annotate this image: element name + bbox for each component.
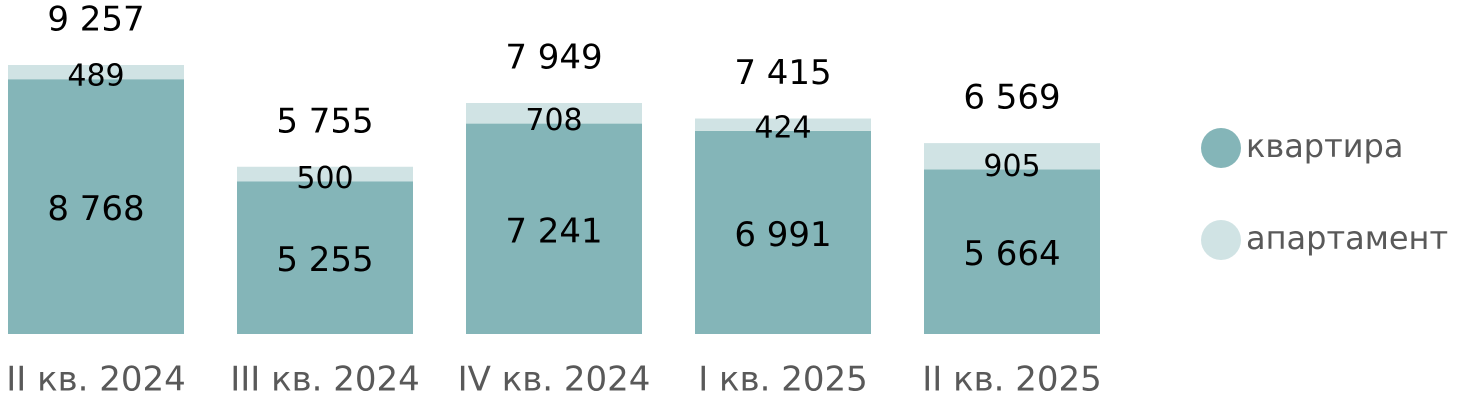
bar-segment <box>8 79 184 334</box>
total-label: 6 569 <box>963 78 1060 118</box>
bar-segment <box>695 118 871 131</box>
value-label: 500 <box>296 161 353 196</box>
x-tick-label: II кв. 2024 <box>6 360 186 400</box>
bar-segment <box>466 123 642 334</box>
x-tick-label: IV кв. 2024 <box>458 360 651 400</box>
total-label: 7 415 <box>734 53 831 93</box>
x-tick-label: III кв. 2024 <box>230 360 420 400</box>
total-label: 7 949 <box>505 38 602 78</box>
value-label: 8 768 <box>47 189 144 229</box>
x-tick-label: II кв. 2025 <box>922 360 1102 400</box>
value-label: 708 <box>525 103 582 138</box>
legend-label: квартира <box>1246 127 1403 165</box>
legend-swatch <box>1201 220 1241 260</box>
bar-segment <box>924 143 1100 170</box>
bar-segment <box>237 181 413 334</box>
value-label: 5 255 <box>276 240 373 280</box>
bar-segment <box>237 166 413 182</box>
total-label: 9 257 <box>47 0 144 40</box>
bar-segment <box>695 130 871 334</box>
legend-swatch <box>1201 128 1241 168</box>
value-label: 6 991 <box>734 215 831 255</box>
value-label: 5 664 <box>963 234 1060 274</box>
legend-label: апартамент <box>1246 219 1448 257</box>
bar-segment <box>466 103 642 124</box>
x-tick-label: I кв. 2025 <box>698 360 868 400</box>
value-label: 489 <box>67 59 124 94</box>
bar-segment <box>8 65 184 80</box>
value-label: 424 <box>754 110 811 145</box>
value-label: 7 241 <box>505 211 602 251</box>
value-label: 905 <box>983 149 1040 184</box>
total-label: 5 755 <box>276 101 373 141</box>
bar-segment <box>924 169 1100 334</box>
